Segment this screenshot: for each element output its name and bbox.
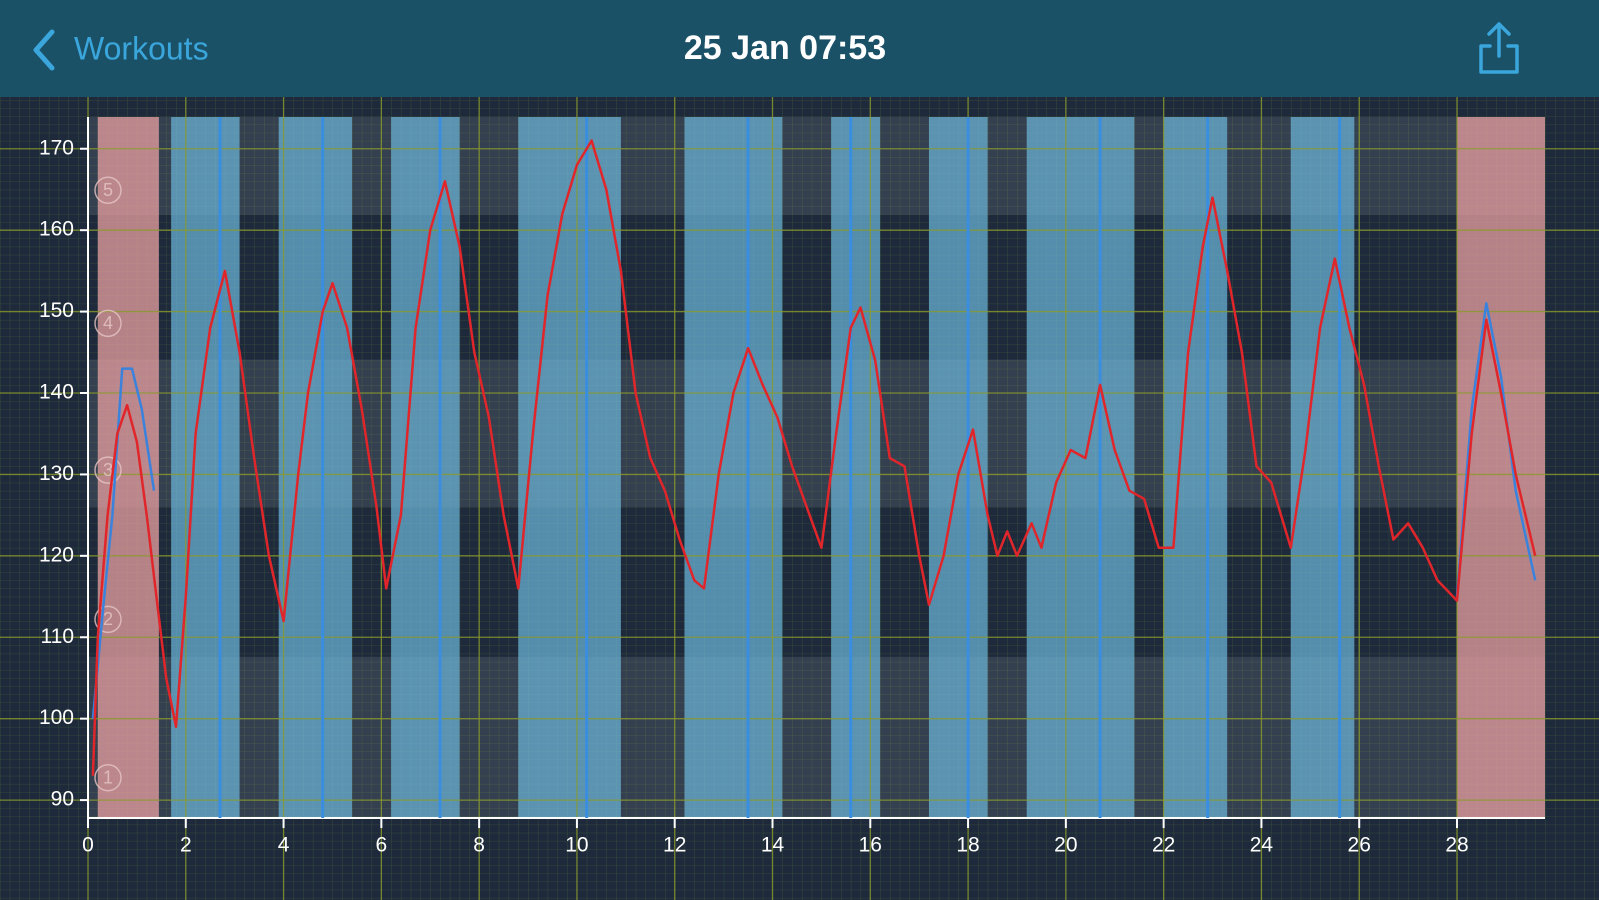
x-tick-label: 28 bbox=[1445, 834, 1468, 857]
share-arrow bbox=[1487, 22, 1511, 58]
share-box bbox=[1479, 44, 1519, 74]
zone-label-circle bbox=[94, 456, 122, 484]
x-tick-label: 2 bbox=[180, 834, 192, 857]
x-tick-label: 24 bbox=[1250, 834, 1274, 857]
warmup-cooldown-band bbox=[1456, 117, 1545, 818]
back-chevron bbox=[33, 29, 55, 71]
y-tick-label: 130 bbox=[39, 462, 74, 485]
y-tick-label: 120 bbox=[39, 543, 74, 566]
warmup-cooldown-band bbox=[97, 117, 159, 818]
zone-label-circle bbox=[94, 763, 122, 792]
work-interval-band bbox=[278, 117, 353, 818]
x-tick-label: 22 bbox=[1152, 834, 1175, 857]
work-interval-band bbox=[1290, 117, 1355, 818]
x-tick-label: 6 bbox=[376, 834, 388, 857]
y-tick-label: 150 bbox=[39, 299, 74, 322]
work-interval-band bbox=[1163, 117, 1228, 818]
zone-label: 1 bbox=[103, 767, 113, 787]
zone-label-circle bbox=[94, 176, 122, 205]
share-button[interactable] bbox=[1479, 22, 1519, 74]
work-interval-band bbox=[684, 117, 783, 818]
x-tick-label: 4 bbox=[278, 834, 290, 857]
zone-label: 2 bbox=[103, 609, 113, 629]
nav-title: 25 Jan 07:53 bbox=[684, 29, 886, 67]
nav-bar bbox=[0, 0, 1599, 97]
work-interval-band bbox=[928, 117, 988, 818]
work-interval-band bbox=[171, 117, 240, 818]
x-tick-label: 12 bbox=[663, 834, 686, 857]
series-line bbox=[91, 139, 1537, 776]
work-interval-band bbox=[518, 117, 621, 818]
x-tick-label: 18 bbox=[956, 834, 979, 857]
x-tick-label: 14 bbox=[761, 834, 785, 857]
y-tick-label: 110 bbox=[41, 625, 74, 648]
x-tick-label: 20 bbox=[1054, 834, 1077, 857]
work-interval-band bbox=[831, 117, 881, 818]
y-tick-label: 90 bbox=[51, 788, 74, 811]
zone-label-circle bbox=[94, 605, 122, 634]
back-button[interactable]: Workouts bbox=[33, 29, 209, 71]
work-interval-band bbox=[391, 117, 460, 818]
work-interval-band bbox=[1026, 117, 1135, 818]
y-tick-label: 170 bbox=[39, 136, 74, 159]
zone-label: 5 bbox=[103, 180, 113, 200]
x-tick-label: 8 bbox=[473, 834, 485, 857]
y-tick-label: 140 bbox=[39, 381, 74, 404]
x-tick-label: 16 bbox=[859, 834, 882, 857]
series-line bbox=[91, 302, 1537, 719]
zone-label-circle bbox=[94, 309, 122, 338]
zone-label: 4 bbox=[103, 313, 113, 333]
zone-label: 3 bbox=[103, 460, 113, 480]
back-label[interactable]: Workouts bbox=[74, 30, 209, 66]
y-tick-label: 160 bbox=[39, 218, 74, 241]
x-tick-label: 26 bbox=[1348, 834, 1371, 857]
x-tick-label: 0 bbox=[82, 834, 94, 857]
x-tick-label: 10 bbox=[565, 834, 588, 857]
y-tick-label: 100 bbox=[39, 706, 74, 729]
